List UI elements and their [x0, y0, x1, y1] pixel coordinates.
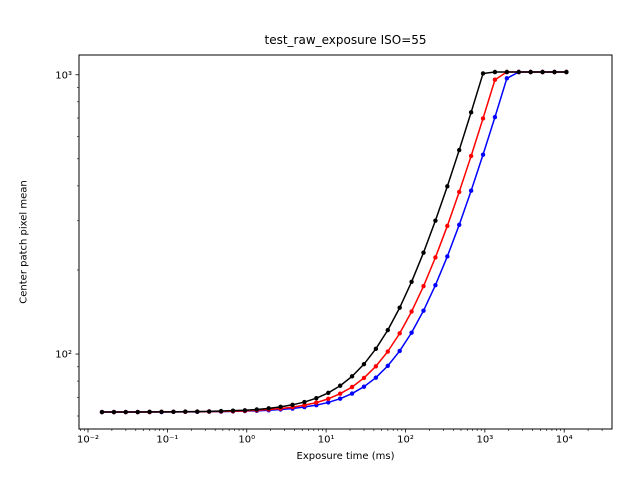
svg-text:10⁰: 10⁰: [238, 434, 255, 445]
svg-text:10²: 10²: [397, 434, 414, 445]
svg-text:10⁴: 10⁴: [556, 434, 573, 445]
svg-text:10²: 10²: [55, 350, 72, 361]
svg-text:10¹: 10¹: [318, 434, 335, 445]
svg-text:10⁻¹: 10⁻¹: [156, 434, 178, 445]
svg-text:10⁻²: 10⁻²: [77, 434, 99, 445]
x-axis-label: Exposure time (ms): [296, 451, 395, 462]
chart-title: test_raw_exposure ISO=55: [264, 33, 427, 47]
svg-text:10³: 10³: [476, 434, 493, 445]
svg-text:10³: 10³: [55, 70, 72, 81]
